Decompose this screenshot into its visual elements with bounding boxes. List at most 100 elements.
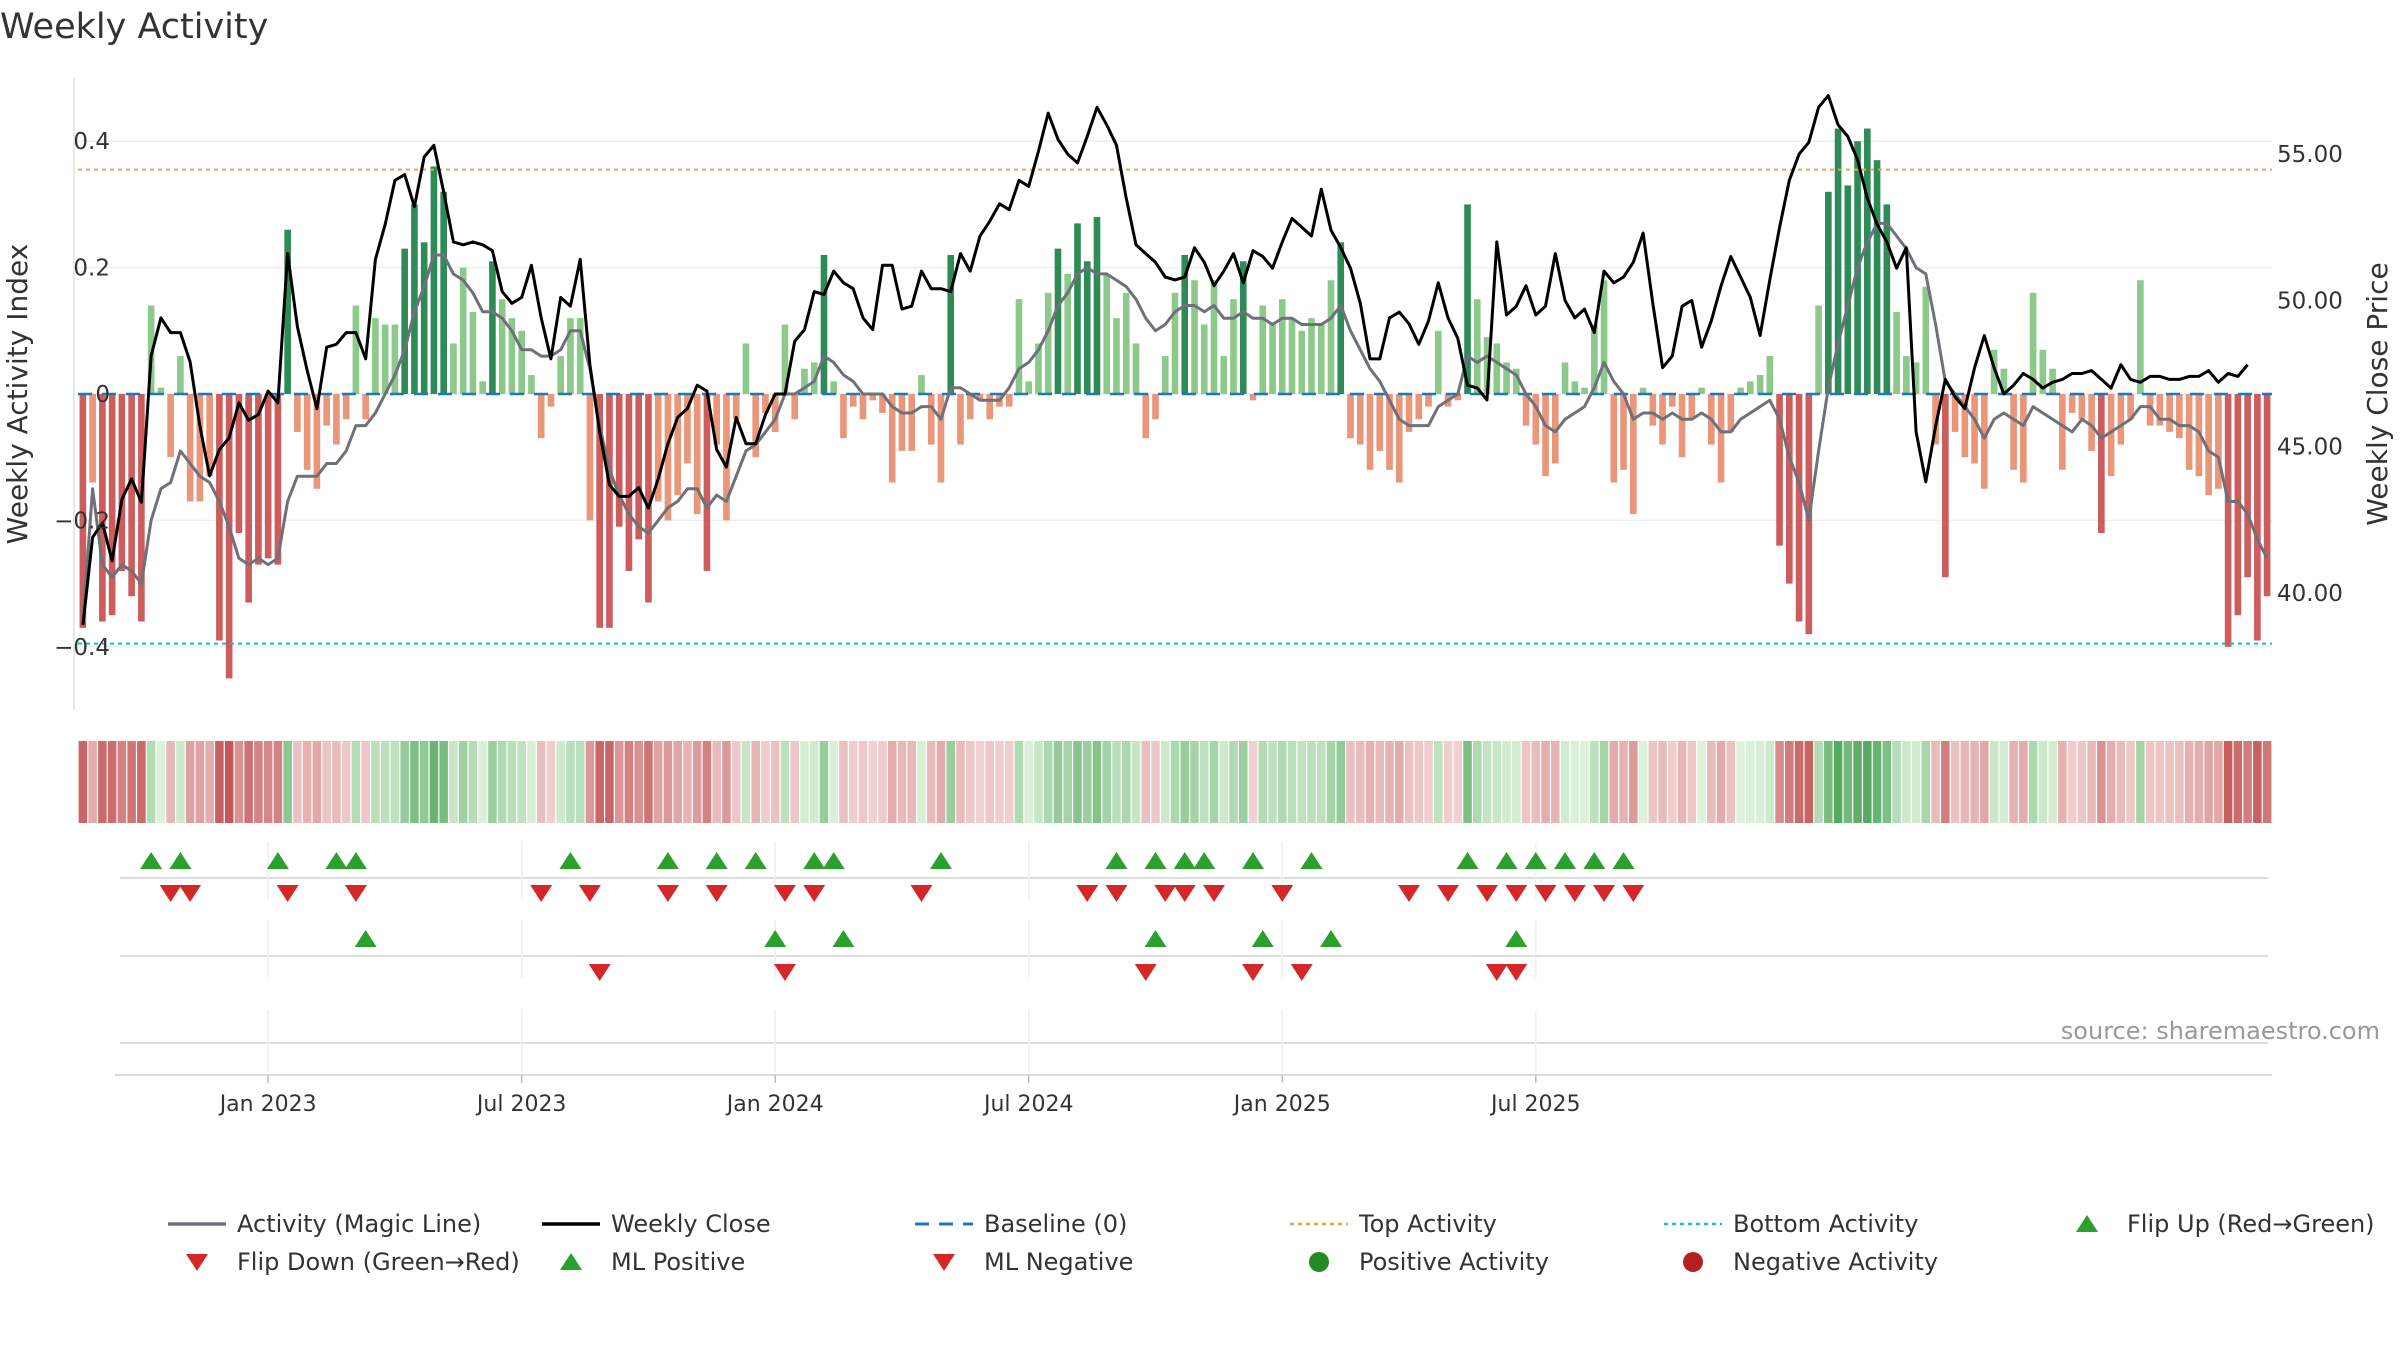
heat-cell bbox=[1999, 741, 2009, 823]
heat-cell bbox=[1121, 741, 1131, 823]
activity-bar bbox=[196, 394, 204, 502]
heat-cell bbox=[478, 741, 487, 823]
flip-down-marker bbox=[1593, 885, 1616, 902]
weekly-close-line bbox=[81, 94, 2249, 626]
heat-cell bbox=[673, 741, 682, 823]
heat-cell bbox=[839, 741, 848, 823]
heat-cell bbox=[995, 741, 1004, 823]
activity-bar bbox=[128, 394, 135, 597]
heat-cell bbox=[1385, 741, 1394, 823]
activity-bar bbox=[1532, 394, 1540, 445]
heat-cell bbox=[614, 741, 624, 823]
activity-bar bbox=[1620, 394, 1627, 470]
activity-bar bbox=[1132, 343, 1140, 394]
heat-cell bbox=[683, 741, 692, 823]
activity-bar bbox=[1581, 387, 1588, 394]
heat-cell bbox=[644, 741, 653, 823]
heat-cell bbox=[780, 741, 790, 823]
activity-bar bbox=[118, 394, 126, 571]
activity-bar bbox=[986, 394, 994, 420]
activity-bar bbox=[1064, 273, 1072, 394]
heat-cell bbox=[1570, 741, 1580, 823]
activity-bar bbox=[937, 394, 945, 483]
heat-cell bbox=[2204, 741, 2213, 823]
signal-panels bbox=[115, 842, 2272, 1076]
ml-negative-marker bbox=[773, 964, 796, 981]
heat-cell bbox=[1668, 741, 1677, 823]
activity-bar bbox=[459, 267, 467, 394]
activity-bar bbox=[1191, 280, 1198, 394]
legend-top-activity-label: Top Activity bbox=[1358, 1210, 1497, 1238]
heat-cell bbox=[1980, 741, 1989, 823]
heat-cell bbox=[1677, 741, 1687, 823]
activity-bar bbox=[586, 394, 594, 521]
heat-cell bbox=[1853, 741, 1862, 823]
heat-cell bbox=[234, 741, 244, 823]
activity-bar bbox=[723, 394, 730, 521]
activity-bar bbox=[2029, 292, 2037, 394]
flip-up-marker bbox=[169, 852, 192, 869]
activity-bar bbox=[1951, 394, 1959, 432]
heat-cell bbox=[1063, 741, 1073, 823]
activity-bar bbox=[1737, 387, 1744, 394]
heat-cell bbox=[2067, 741, 2077, 823]
activity-bar bbox=[918, 375, 925, 394]
heat-cell bbox=[2184, 741, 2194, 823]
activity-bar bbox=[693, 394, 701, 515]
activity-bar bbox=[762, 394, 769, 413]
heat-cell bbox=[1307, 741, 1316, 823]
heat-cell bbox=[2058, 741, 2067, 823]
activity-bar bbox=[2088, 394, 2095, 451]
heat-cell bbox=[361, 741, 370, 823]
activity-bar bbox=[1161, 356, 1169, 394]
activity-bar bbox=[79, 394, 87, 628]
heat-cell bbox=[215, 741, 224, 823]
heat-cell bbox=[1638, 741, 1648, 823]
activity-bar bbox=[2059, 394, 2066, 470]
ml-negative-marker bbox=[588, 964, 611, 981]
activity-bar bbox=[1864, 128, 1871, 394]
flip-up-marker bbox=[1300, 852, 1323, 869]
heat-cell bbox=[1482, 741, 1492, 823]
heat-cell bbox=[400, 741, 409, 823]
activity-bar bbox=[879, 394, 886, 413]
activity-bar bbox=[664, 394, 672, 521]
activity-bar bbox=[849, 394, 857, 407]
activity-bar bbox=[2166, 394, 2173, 432]
heat-cell bbox=[1355, 741, 1365, 823]
activity-bar bbox=[333, 394, 340, 445]
activity-bar bbox=[303, 394, 311, 470]
activity-bar bbox=[2176, 394, 2183, 439]
heat-cell bbox=[224, 741, 234, 823]
activity-bar bbox=[430, 166, 438, 394]
legend-baseline-0-label: Baseline (0) bbox=[984, 1210, 1127, 1238]
heat-cell bbox=[98, 741, 107, 823]
heat-cell bbox=[156, 741, 166, 823]
activity-bar bbox=[635, 394, 643, 540]
activity-bar bbox=[1522, 394, 1530, 426]
heat-cell bbox=[1287, 741, 1297, 823]
activity-bar bbox=[1366, 394, 1374, 470]
activity-bar bbox=[2107, 394, 2115, 477]
flip-up-marker bbox=[559, 852, 582, 869]
heat-cell bbox=[1726, 741, 1736, 823]
heat-cell bbox=[1492, 741, 1502, 823]
heat-cell bbox=[1434, 741, 1443, 823]
heat-cell bbox=[2262, 741, 2272, 823]
activity-bar bbox=[908, 394, 916, 451]
ml-positive-marker bbox=[1320, 930, 1343, 947]
activity-bar bbox=[2215, 394, 2222, 489]
activity-bar bbox=[352, 305, 360, 394]
y-axis-label: Weekly Activity Index bbox=[1, 244, 34, 545]
heat-cell bbox=[1034, 741, 1043, 823]
flip-up-marker bbox=[1242, 852, 1265, 869]
activity-bar bbox=[2039, 349, 2047, 394]
activity-bar bbox=[2010, 394, 2017, 470]
flip-down-marker bbox=[1271, 885, 1294, 902]
heat-cell bbox=[458, 741, 468, 823]
activity-bar bbox=[615, 394, 623, 527]
activity-bar bbox=[1873, 160, 1881, 394]
activity-bar bbox=[255, 394, 262, 565]
activity-bar bbox=[1405, 394, 1413, 432]
heat-cell bbox=[263, 741, 273, 823]
